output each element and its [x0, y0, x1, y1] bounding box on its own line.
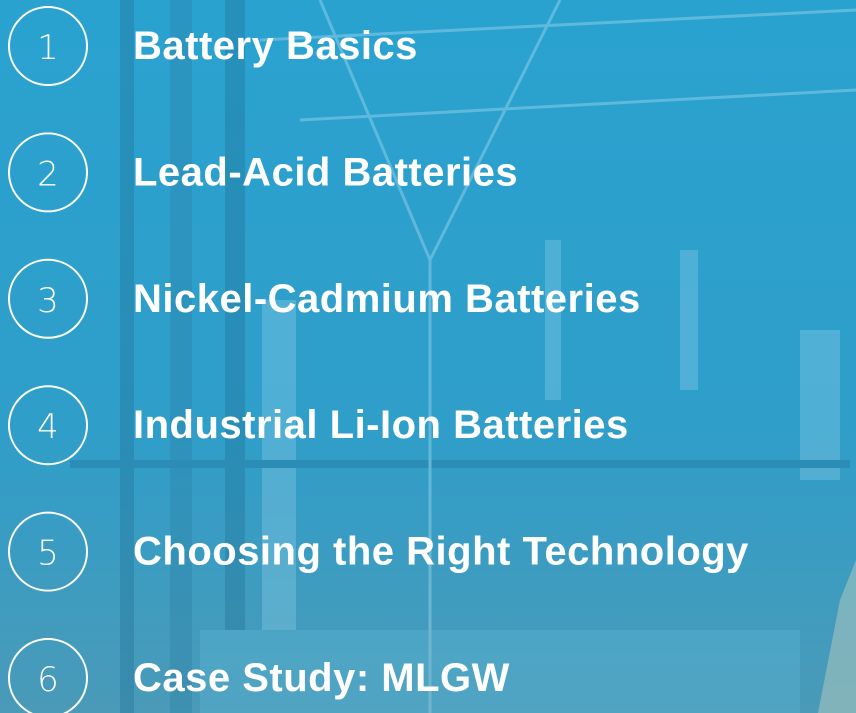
- item-label: Battery Basics: [133, 24, 418, 68]
- item-number: 2: [37, 154, 59, 194]
- page: {"agenda": {"items": [ {"number": 1, "la…: [0, 0, 856, 713]
- item-label: Nickel-Cadmium Batteries: [133, 277, 641, 321]
- item-label: Choosing the Right Technology: [133, 530, 749, 574]
- item-label: Case Study: MLGW: [133, 656, 510, 700]
- item-number: 1: [37, 28, 59, 68]
- item-label: Lead-Acid Batteries: [133, 150, 518, 194]
- item-number: 3: [37, 281, 59, 321]
- item-label: Industrial Li-Ion Batteries: [133, 403, 629, 447]
- slide: 1 Battery Basics 2 Lead-Acid Batteries 3 Nick…: [0, 0, 856, 713]
- item-number: 6: [37, 660, 59, 700]
- item-number: 4: [37, 407, 59, 447]
- item-number: 5: [37, 534, 59, 574]
